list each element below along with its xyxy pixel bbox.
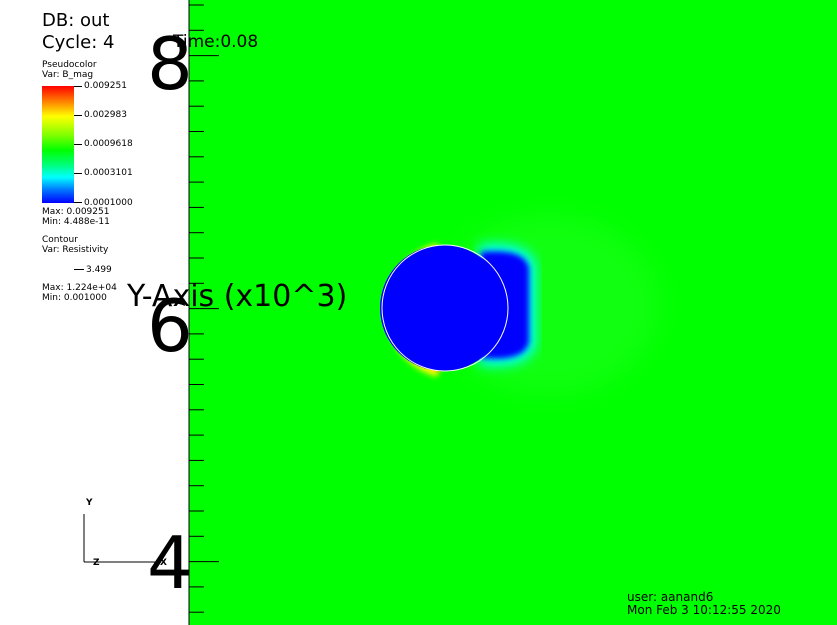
color-legend-bar — [42, 86, 74, 203]
contour-title: Contour — [42, 235, 78, 245]
contour-max: Max: 1.224e+04 — [42, 283, 117, 293]
triad-x-label: X — [160, 558, 167, 568]
legend-tick — [74, 173, 82, 174]
y-tick-label: 8 — [147, 22, 193, 106]
db-label: DB: out — [42, 10, 110, 31]
contour-var: Var: Resistivity — [42, 245, 109, 255]
contour-line-swatch — [74, 269, 84, 270]
triad-z-label: Z — [93, 558, 100, 568]
legend-tick — [74, 86, 82, 87]
resistivity-contour — [381, 244, 509, 372]
legend-label: 0.0009618 — [84, 139, 133, 149]
legend-label: 0.0003101 — [84, 168, 133, 178]
user-label: user: aanand6 — [627, 590, 714, 604]
time-label: Time:0.08 — [173, 32, 259, 52]
legend-tick — [74, 115, 82, 116]
field-plot — [189, 0, 837, 625]
legend-label: 0.002983 — [84, 110, 127, 120]
y-axis-title: Y-Axis (x10^3) — [127, 279, 348, 314]
cycle-label: Cycle: 4 — [42, 32, 115, 53]
plot-canvas — [189, 0, 837, 625]
pseudocolor-max: Max: 0.009251 — [42, 207, 110, 217]
contour-min: Min: 0.001000 — [42, 293, 107, 303]
legend-label: 0.0001000 — [84, 198, 133, 208]
axis-triad — [83, 514, 160, 563]
triad-y-label: Y — [86, 498, 93, 508]
pseudocolor-var: Var: B_mag — [42, 70, 94, 80]
legend-tick — [74, 144, 82, 145]
legend-label: 0.009251 — [84, 81, 127, 91]
pseudocolor-min: Min: 4.488e-11 — [42, 217, 110, 227]
contour-level: 3.499 — [86, 265, 112, 275]
legend-tick — [74, 202, 82, 203]
y-tick-label: 6 — [147, 284, 193, 368]
pseudocolor-title: Pseudocolor — [42, 60, 97, 70]
date-label: Mon Feb 3 10:12:55 2020 — [627, 603, 781, 617]
y-tick-label: 4 — [147, 521, 193, 605]
obstacle-disk — [380, 245, 506, 371]
